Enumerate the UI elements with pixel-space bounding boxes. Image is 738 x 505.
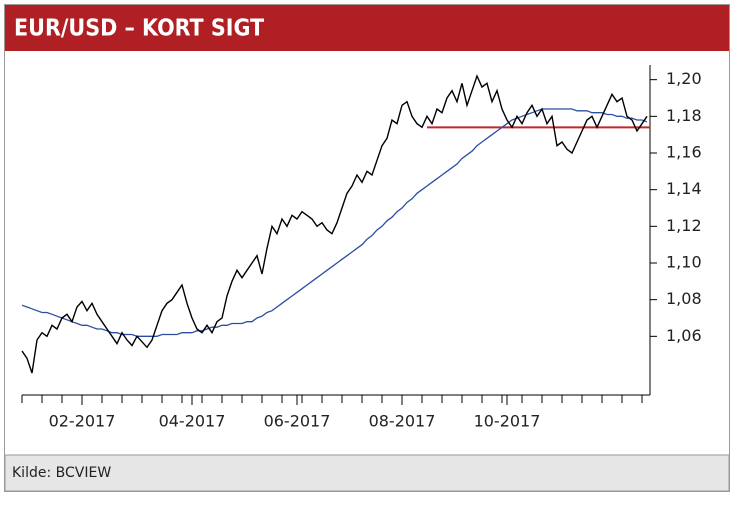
y-tick-label: 1,12 — [666, 216, 702, 235]
source-note: Kilde: BCVIEW — [12, 465, 111, 481]
frame — [4, 4, 730, 492]
x-tick-label: 04-2017 — [159, 412, 226, 431]
y-tick-label: 1,06 — [666, 326, 702, 345]
x-tick-label: 06-2017 — [264, 412, 331, 431]
y-tick-label: 1,16 — [666, 143, 702, 162]
y-tick-label: 1,10 — [666, 253, 702, 272]
header-bar — [5, 5, 729, 51]
footer-bar — [4, 454, 730, 492]
y-tick-label: 1,14 — [666, 179, 702, 198]
y-tick-label: 1,08 — [666, 289, 702, 308]
x-tick-label: 10-2017 — [474, 412, 541, 431]
y-tick-label: 1,18 — [666, 106, 702, 125]
x-tick-label: 02-2017 — [49, 412, 116, 431]
chart-title: EUR/USD – KORT SIGT — [14, 16, 264, 42]
series-line — [21, 108, 648, 337]
plot: 1,06 1,08 1,10 1,12 1,14 1,16 1,18 1,20 02-2017 0… — [21, 65, 702, 431]
x-tick-label: 08-2017 — [369, 412, 436, 431]
y-tick-label: 1,20 — [666, 69, 702, 88]
series-line — [21, 74, 648, 374]
